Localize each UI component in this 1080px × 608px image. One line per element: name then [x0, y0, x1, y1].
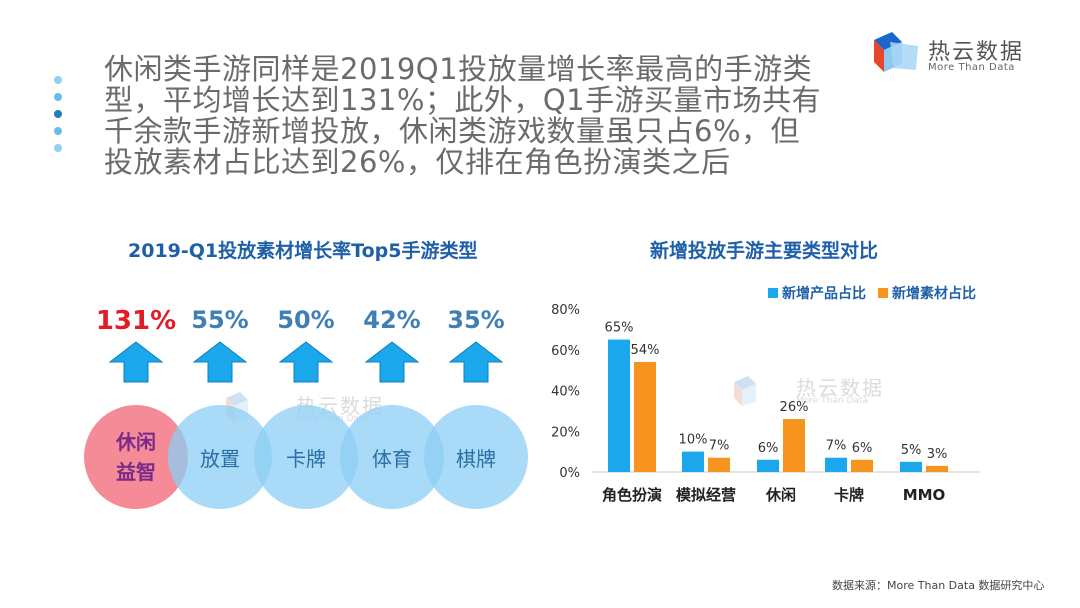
watermark: 热云数据 More Than Data: [730, 372, 900, 412]
growth-value-label: 50%: [277, 306, 335, 334]
category-label: 卡牌: [286, 446, 326, 471]
growth-value-label: 42%: [363, 306, 421, 334]
category-label: 放置: [200, 446, 240, 471]
growth-value-label: 131%: [95, 306, 177, 336]
bar-value-label: 10%: [679, 433, 708, 448]
legend-label: 新增素材占比: [892, 285, 976, 302]
bullet-dot: [54, 127, 62, 135]
up-arrow-icon: [448, 341, 504, 383]
bar: [851, 459, 873, 472]
right-chart-title: 新增投放手游主要类型对比: [650, 240, 879, 262]
bullet-dot: [54, 76, 62, 84]
bar-value-label: 5%: [901, 443, 922, 458]
bar: [825, 457, 847, 472]
category-label: 休闲 益智: [116, 430, 156, 484]
bar: [757, 459, 779, 472]
x-category-label: 卡牌: [834, 486, 864, 504]
data-source: 数据来源：More Than Data 数据研究中心: [832, 579, 1045, 592]
headline-text: 休闲类手游同样是2019Q1投放量增长率最高的手游类型，平均增长达到131%；此…: [104, 52, 822, 179]
bullet-dots: [52, 76, 64, 161]
growth-value-label: 55%: [191, 306, 249, 334]
legend-swatch: [768, 288, 778, 298]
category-label: 体育: [372, 446, 412, 471]
logo-cube-icon: [874, 32, 918, 72]
up-arrow-icon: [364, 341, 420, 383]
logo-name: 热云数据: [928, 40, 1025, 65]
watermark-name: 热云数据: [796, 376, 884, 400]
x-category-label: 角色扮演: [602, 486, 662, 504]
bar-value-label: 6%: [758, 441, 779, 456]
y-tick-label: 0%: [559, 466, 580, 481]
bar: [708, 457, 730, 472]
growth-value-label: 35%: [447, 306, 505, 334]
bar: [634, 361, 656, 472]
y-tick-label: 60%: [551, 344, 580, 359]
watermark-cube-icon: [734, 376, 756, 406]
category-circle: 棋牌: [424, 405, 528, 509]
x-category-label: 模拟经营: [676, 486, 736, 504]
y-tick-label: 80%: [551, 303, 580, 318]
logo-tagline: More Than Data: [928, 62, 1015, 73]
bar: [783, 419, 805, 472]
up-arrow-icon: [108, 341, 164, 383]
bar: [926, 465, 948, 472]
bar-value-label: 6%: [852, 441, 873, 456]
x-category-label: MMO: [903, 486, 946, 504]
legend-swatch: [878, 288, 888, 298]
bar-value-label: 3%: [927, 447, 948, 462]
category-label: 棋牌: [456, 446, 496, 471]
left-chart-title: 2019-Q1投放素材增长率Top5手游类型: [128, 240, 478, 262]
watermark-tagline: More Than Data: [796, 396, 868, 406]
legend-label: 新增产品占比: [782, 285, 866, 302]
bar: [682, 451, 704, 472]
up-arrow-icon: [192, 341, 248, 383]
bar-value-label: 54%: [631, 343, 660, 358]
x-category-label: 休闲: [765, 486, 796, 504]
brand-logo: 热云数据 More Than Data: [868, 28, 1048, 84]
bar: [900, 461, 922, 472]
up-arrow-icon: [278, 341, 334, 383]
bar-value-label: 65%: [605, 321, 634, 336]
bar-value-label: 26%: [780, 400, 809, 415]
bullet-dot: [54, 93, 62, 101]
bar: [608, 339, 630, 472]
y-tick-label: 20%: [551, 425, 580, 440]
y-tick-label: 40%: [551, 385, 580, 400]
bullet-dot: [54, 144, 62, 152]
bar-value-label: 7%: [709, 439, 730, 454]
bar-value-label: 7%: [826, 439, 847, 454]
bullet-dot: [54, 110, 62, 118]
